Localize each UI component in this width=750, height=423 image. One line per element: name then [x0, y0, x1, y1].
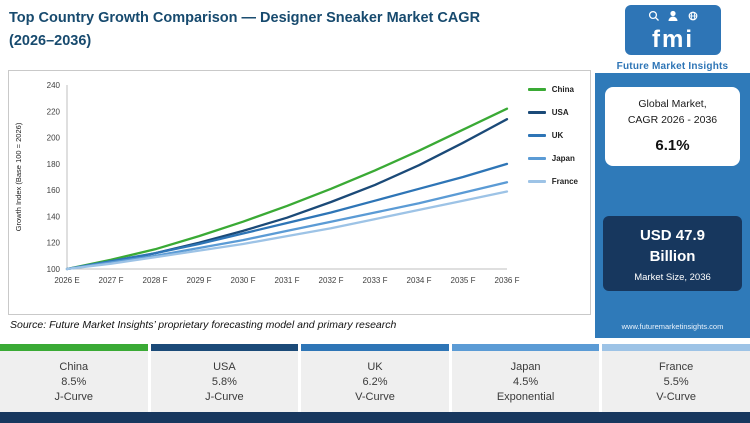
- y-tick-label: 240: [47, 81, 61, 90]
- card-body: Japan 4.5% Exponential: [451, 351, 600, 412]
- market-size-card: USD 47.9 Billion Market Size, 2036: [603, 216, 742, 291]
- legend-label: China: [551, 85, 574, 94]
- x-tick-label: 2034 F: [407, 276, 432, 285]
- y-tick-label: 220: [47, 107, 61, 116]
- card-curve-type: J-Curve: [54, 390, 94, 403]
- card-curve-type: Exponential: [496, 390, 555, 403]
- x-tick-label: 2029 F: [187, 276, 212, 285]
- global-cagr-card: Global Market, CAGR 2026 - 2036 6.1%: [605, 87, 740, 166]
- legend-item-usa: USA: [527, 108, 578, 117]
- chart-line-france: [65, 190, 509, 271]
- card-cagr-value: 5.5%: [663, 375, 689, 388]
- legend-swatch-icon: [527, 111, 546, 114]
- globe-icon: [688, 11, 697, 21]
- card-color-bar: [602, 344, 750, 351]
- country-card-japan: Japan 4.5% Exponential: [451, 344, 600, 412]
- global-cagr-value: 6.1%: [655, 136, 690, 154]
- legend-swatch-icon: [527, 157, 546, 160]
- line-chart: 100 120 140 160 180 200 220 240 2026 E 2027 F 2028…: [14, 81, 520, 285]
- country-cards-row: China 8.5% J-Curve USA 5.8% J-Curve UK 6.2% V-Cu…: [0, 344, 750, 412]
- right-panel: fmi Future Market Insights Global Market…: [595, 0, 750, 338]
- market-size-value-1: USD 47.9: [639, 227, 706, 244]
- card-body: France 5.5% V-Curve: [602, 351, 750, 412]
- legend-item-france: France: [527, 177, 578, 186]
- x-tick-label: 2036 F: [495, 276, 520, 285]
- country-card-uk: UK 6.2% V-Curve: [301, 344, 449, 412]
- y-tick-label: 140: [47, 212, 61, 221]
- card-country-name: UK: [367, 360, 383, 373]
- fmi-logo-graphic: fmi: [624, 5, 721, 55]
- chart-line-uk: [65, 162, 509, 271]
- x-tick-label: 2027 F: [99, 276, 124, 285]
- card-color-bar: [451, 344, 600, 351]
- card-cagr-value: 4.5%: [513, 375, 539, 388]
- x-tick-label: 2028 F: [143, 276, 168, 285]
- legend-label: USA: [551, 108, 569, 117]
- legend-item-japan: Japan: [527, 154, 578, 163]
- legend-item-china: China: [527, 85, 578, 94]
- website-link[interactable]: www.futuremarketinsights.com: [621, 322, 724, 331]
- x-tick-label: 2026 E: [54, 276, 79, 285]
- market-size-label: Market Size, 2036: [634, 272, 711, 283]
- card-body: USA 5.8% J-Curve: [150, 351, 299, 412]
- card-body: UK 6.2% V-Curve: [301, 351, 449, 412]
- x-tick-label: 2035 F: [451, 276, 476, 285]
- page-title-line-2: (2026–2036): [9, 33, 92, 50]
- fmi-logo: fmi Future Market Insights: [595, 0, 750, 72]
- header: Top Country Growth Comparison — Designer…: [9, 7, 584, 54]
- card-color-bar: [150, 344, 299, 351]
- chart-area: 100 120 140 160 180 200 220 240 2026 E 2027 F 2028…: [8, 70, 591, 315]
- legend-item-uk: UK: [527, 131, 578, 140]
- source-note: Source: Future Market Insights’ propriet…: [10, 319, 397, 331]
- stats-panel: Global Market, CAGR 2026 - 2036 6.1% USD…: [595, 73, 750, 338]
- card-body: China 8.5% J-Curve: [0, 351, 148, 412]
- legend-swatch-icon: [527, 134, 546, 137]
- brand-name: Future Market Insights: [616, 61, 729, 72]
- card-country-name: USA: [213, 360, 236, 373]
- y-tick-label: 200: [47, 134, 61, 143]
- chart-legend: China USA UK Japan France: [527, 85, 578, 186]
- global-cagr-label-1: Global Market,: [638, 98, 707, 110]
- x-tick-label: 2033 F: [363, 276, 388, 285]
- country-card-china: China 8.5% J-Curve: [0, 344, 148, 412]
- x-tick-label: 2031 F: [275, 276, 300, 285]
- legend-label: France: [551, 177, 578, 186]
- x-tick-label: 2030 F: [231, 276, 256, 285]
- y-axis-title: Growth Index (Base 100 = 2026): [14, 122, 23, 231]
- chart-line-usa: [65, 118, 509, 271]
- legend-swatch-icon: [527, 88, 546, 91]
- card-cagr-value: 5.8%: [211, 375, 237, 388]
- logo-text: fmi: [652, 26, 694, 53]
- card-country-name: Japan: [510, 360, 541, 373]
- global-cagr-label-2: CAGR 2026 - 2036: [627, 113, 718, 126]
- country-card-usa: USA 5.8% J-Curve: [150, 344, 299, 412]
- page-title-line-1: Top Country Growth Comparison — Designer…: [9, 10, 481, 26]
- card-curve-type: V-Curve: [355, 390, 395, 403]
- search-icon: [648, 10, 659, 21]
- card-curve-type: J-Curve: [205, 390, 244, 403]
- card-color-bar: [0, 344, 148, 351]
- market-size-value-2: Billion: [649, 248, 696, 265]
- y-tick-label: 180: [47, 160, 61, 169]
- chart-line-japan: [65, 181, 509, 271]
- legend-label: UK: [551, 131, 564, 140]
- person-icon: [668, 10, 677, 21]
- y-tick-label: 100: [47, 265, 61, 274]
- y-tick-label: 160: [47, 186, 61, 195]
- card-cagr-value: 8.5%: [61, 375, 87, 388]
- bottom-bar: [0, 412, 750, 423]
- card-country-name: France: [659, 360, 694, 373]
- y-tick-label: 120: [47, 239, 61, 248]
- card-cagr-value: 6.2%: [362, 375, 388, 388]
- legend-swatch-icon: [527, 180, 546, 183]
- legend-label: Japan: [551, 154, 575, 163]
- chart-line-china: [65, 107, 509, 271]
- card-curve-type: V-Curve: [656, 390, 697, 403]
- country-card-france: France 5.5% V-Curve: [602, 344, 750, 412]
- card-color-bar: [301, 344, 449, 351]
- card-country-name: China: [59, 360, 89, 373]
- x-tick-label: 2032 F: [319, 276, 344, 285]
